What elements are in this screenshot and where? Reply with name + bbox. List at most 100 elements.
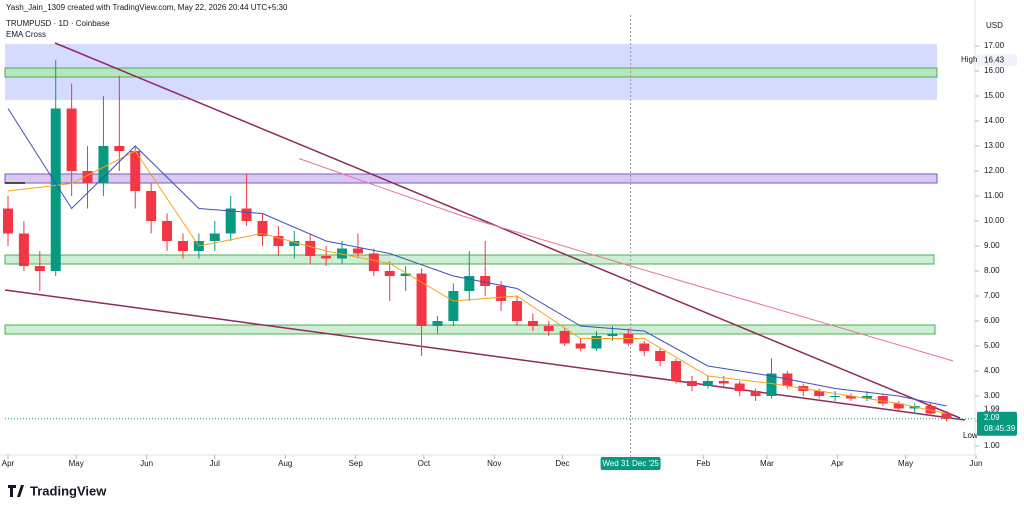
logo-icon <box>8 485 24 497</box>
candle-body <box>846 396 857 399</box>
green-zone <box>4 324 936 335</box>
candle-body <box>766 373 777 396</box>
y-tick-label: 3.00 <box>984 391 1000 400</box>
y-tick-label: 16.00 <box>984 66 1005 75</box>
y-tick-label: 7.00 <box>984 291 1000 300</box>
candle-body <box>400 273 411 276</box>
candle-body <box>66 108 77 171</box>
candle-body <box>146 191 157 221</box>
candle-body <box>50 108 61 271</box>
y-tick-label: 1.00 <box>984 441 1000 450</box>
candle-body <box>464 276 475 291</box>
candle-body <box>337 248 348 259</box>
candle-body <box>448 291 459 321</box>
candle-body <box>575 343 586 349</box>
candle-body <box>82 171 93 184</box>
ema-line <box>298 158 954 362</box>
x-tick-label: Jun <box>140 459 153 468</box>
candle-body <box>877 396 888 404</box>
x-tick-label: Mar <box>760 459 774 468</box>
credit: Yash_Jain_1309 created with TradingView.… <box>6 3 288 12</box>
y-tick-label: 10.00 <box>984 216 1005 225</box>
candle-body <box>607 333 618 336</box>
candle-body <box>671 361 682 381</box>
x-tick-label: Jul <box>210 459 220 468</box>
high-label: High <box>961 55 977 64</box>
y-tick-label: 4.00 <box>984 366 1000 375</box>
y-tick-label: 8.00 <box>984 266 1000 275</box>
candle-body <box>34 266 45 271</box>
countdown: 08:45:39 <box>984 424 1016 433</box>
purple-zone <box>4 173 938 184</box>
candle-body <box>321 256 332 259</box>
green-zone <box>4 67 938 78</box>
candle-body <box>861 396 872 399</box>
high-box <box>977 54 1017 67</box>
candle-body <box>639 343 650 351</box>
x-tick-label: Oct <box>418 459 431 468</box>
candle-body <box>686 381 697 386</box>
candle-body <box>289 241 300 246</box>
candle-body <box>591 336 602 349</box>
low-label: Low <box>963 431 978 440</box>
candle-body <box>559 331 570 344</box>
candle-body <box>496 286 507 301</box>
x-tick-label: Nov <box>487 459 501 468</box>
candle-body <box>114 146 125 151</box>
candle-body <box>655 351 666 361</box>
candle-body <box>480 276 491 286</box>
candle-body <box>830 396 841 397</box>
candle-body <box>941 413 952 419</box>
candle-body <box>18 233 29 266</box>
brand: TradingView <box>30 483 107 498</box>
candle-body <box>384 271 395 276</box>
candle-body <box>368 253 379 271</box>
y-tick-label: 11.00 <box>984 191 1004 200</box>
y-tick-label: 5.00 <box>984 341 1000 350</box>
y-tick-label: 17.00 <box>984 41 1005 50</box>
symbol-title: TRUMPUSD · 1D · Coinbase <box>6 19 110 28</box>
candle-body <box>3 208 13 234</box>
y-tick-label: 6.00 <box>984 316 1000 325</box>
logo: TradingView <box>8 483 107 498</box>
currency: USD <box>986 21 1003 30</box>
plot <box>3 15 975 455</box>
candle-body <box>352 248 363 254</box>
x-tick-label: Feb <box>696 459 710 468</box>
candle-body <box>177 241 188 251</box>
candle-body <box>130 151 141 191</box>
candle-body <box>893 403 904 409</box>
x-tick-label: Sep <box>349 459 364 468</box>
y-tick-label: 15.00 <box>984 91 1005 100</box>
x-tick-label: May <box>69 459 84 468</box>
candle-body <box>225 208 236 234</box>
candle-body <box>750 391 761 396</box>
candle-body <box>305 241 316 256</box>
ema-line <box>7 150 947 414</box>
x-tick-label: Apr <box>831 459 844 468</box>
candle-body <box>432 321 443 326</box>
candle-body <box>416 273 427 326</box>
x-tick-label: Aug <box>278 459 292 468</box>
x-tick-label: Jun <box>970 459 983 468</box>
y-tick-label: 14.00 <box>984 116 1005 125</box>
candle-body <box>98 146 109 184</box>
trend-line <box>4 289 966 421</box>
candle-body <box>162 221 173 241</box>
y-tick-label: 13.00 <box>984 141 1005 150</box>
x-highlight <box>600 457 661 470</box>
candle-body <box>543 326 554 331</box>
candle-body <box>511 301 522 321</box>
ema-line <box>7 108 947 407</box>
candle-body <box>273 236 284 246</box>
candle-body <box>734 383 745 391</box>
drawings <box>4 42 966 421</box>
x-tick-label: Wed 31 Dec '25 <box>602 459 659 468</box>
candle-body <box>718 381 729 384</box>
candle-body <box>257 221 268 236</box>
candle-body <box>209 233 220 241</box>
indicator: EMA Cross <box>6 30 46 39</box>
low-value: 1.99 <box>984 404 1000 413</box>
trend-line <box>54 42 961 419</box>
